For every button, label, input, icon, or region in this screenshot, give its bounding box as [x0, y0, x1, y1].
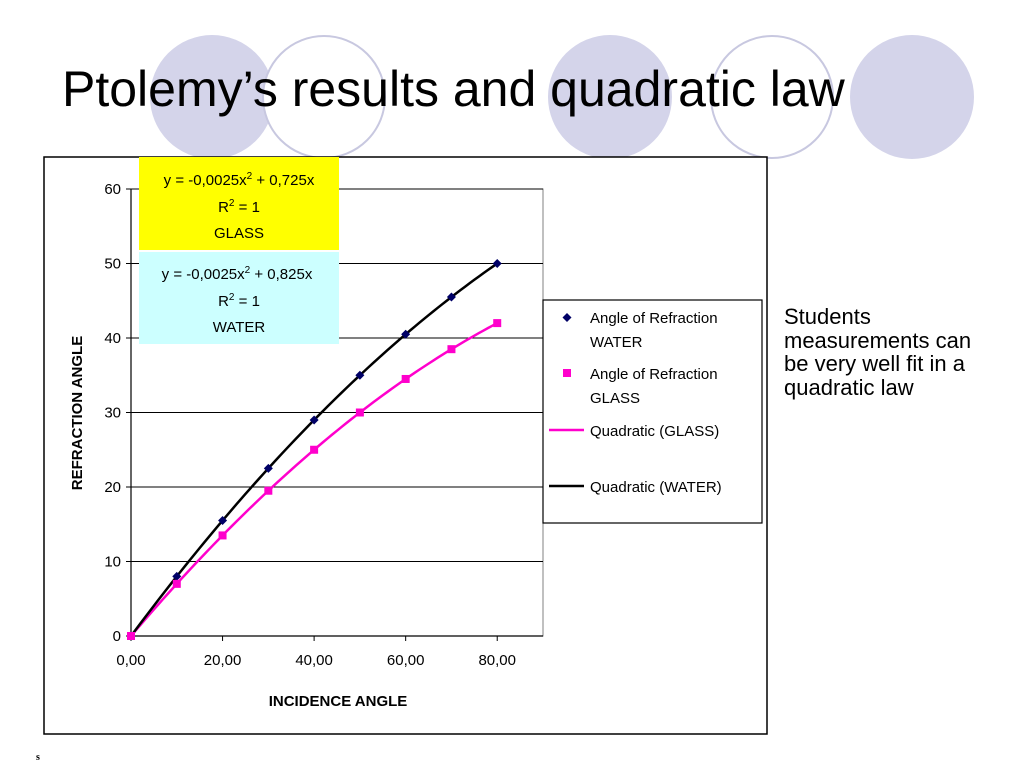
legend-water-label-2: WATER — [590, 334, 643, 351]
water-point — [218, 516, 228, 526]
decorative-circle-2 — [262, 35, 386, 159]
decorative-circle-5 — [850, 35, 974, 159]
y-tick-label: 30 — [104, 405, 121, 422]
water-point — [309, 415, 319, 425]
water-point — [492, 259, 502, 268]
glass-point — [264, 486, 273, 495]
glass-point — [172, 579, 181, 588]
glass-point — [355, 408, 364, 417]
glass-point — [127, 632, 135, 640]
water-equation-box: y = -0,0025x2 + 0,825x R2 = 1 WATER — [139, 252, 339, 344]
legend-water-label-1: Angle of Refraction — [590, 310, 718, 327]
legend-water-fit-label: Quadratic (WATER) — [590, 479, 722, 496]
footnote: s — [36, 752, 40, 763]
glass-point — [401, 374, 410, 383]
y-tick-label: 10 — [104, 554, 121, 571]
data-points — [126, 259, 502, 641]
water-r-squared: R2 = 1 — [218, 292, 260, 310]
water-point — [172, 571, 182, 581]
x-tick-label: 60,00 — [387, 652, 425, 669]
y-tick-label: 40 — [104, 330, 121, 347]
y-tick-label: 60 — [104, 181, 121, 198]
glass-point — [493, 319, 502, 328]
y-tick-label: 0 — [113, 628, 121, 645]
water-point — [401, 329, 411, 339]
glass-r-squared: R2 = 1 — [218, 198, 260, 216]
x-tick-label: 40,00 — [295, 652, 333, 669]
x-tick-label: 20,00 — [204, 652, 242, 669]
decorative-circle-3 — [548, 35, 672, 159]
legend-water-marker — [562, 313, 572, 322]
glass-equation: y = -0,0025x2 + 0,725x — [164, 171, 315, 189]
water-equation: y = -0,0025x2 + 0,825x — [162, 265, 313, 283]
water-label: WATER — [213, 319, 266, 336]
x-tick-label: 80,00 — [478, 652, 516, 669]
legend-glass-label-1: Angle of Refraction — [590, 366, 718, 383]
x-tick-label: 0,00 — [116, 652, 145, 669]
glass-equation-box: y = -0,0025x2 + 0,725x R2 = 1 GLASS — [139, 157, 339, 250]
axes: 0 10 20 30 40 50 60 0,00 20,00 40,00 60,00 80,00 — [104, 181, 543, 669]
side-note: Students measurements can be very well f… — [784, 304, 972, 400]
y-axis-title: REFRACTION ANGLE — [69, 336, 86, 490]
glass-label: GLASS — [214, 225, 264, 242]
y-tick-label: 20 — [104, 479, 121, 496]
glass-point — [310, 445, 319, 454]
water-point — [446, 292, 456, 302]
slide-title: Ptolemy’s results and quadratic law — [62, 61, 845, 117]
glass-point — [218, 531, 227, 540]
glass-point — [447, 345, 456, 354]
legend-glass-label-2: GLASS — [590, 390, 640, 407]
y-tick-label: 50 — [104, 256, 121, 273]
water-point — [263, 463, 273, 473]
decorative-circle-1 — [150, 35, 274, 159]
x-axis-title: INCIDENCE ANGLE — [269, 693, 408, 710]
water-point — [355, 370, 365, 380]
legend-glass-fit-label: Quadratic (GLASS) — [590, 423, 719, 440]
decorative-circle-4 — [710, 35, 834, 159]
legend: Angle of Refraction WATER Angle of Refra… — [542, 299, 763, 524]
legend-glass-marker — [563, 369, 571, 377]
